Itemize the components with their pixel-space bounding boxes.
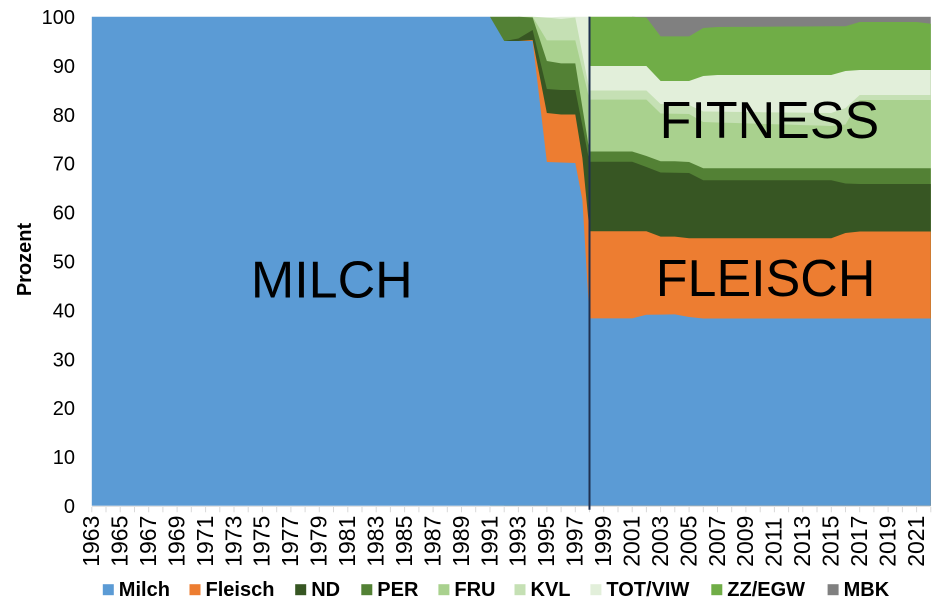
- svg-text:2013: 2013: [789, 516, 815, 567]
- svg-text:60: 60: [53, 203, 75, 225]
- svg-text:1979: 1979: [306, 516, 332, 567]
- svg-text:1969: 1969: [163, 516, 189, 567]
- svg-text:2003: 2003: [647, 516, 673, 567]
- svg-text:1963: 1963: [78, 516, 104, 567]
- svg-text:FRU: FRU: [454, 579, 495, 601]
- svg-text:2001: 2001: [619, 516, 645, 567]
- svg-text:1965: 1965: [107, 516, 133, 567]
- svg-text:1997: 1997: [562, 516, 588, 567]
- svg-text:1971: 1971: [192, 516, 218, 567]
- svg-text:2021: 2021: [903, 516, 929, 567]
- svg-text:TOT/VIW: TOT/VIW: [606, 579, 689, 601]
- svg-text:2011: 2011: [761, 517, 787, 566]
- svg-text:1973: 1973: [220, 516, 246, 567]
- svg-text:50: 50: [53, 252, 75, 274]
- svg-text:2005: 2005: [675, 516, 701, 567]
- svg-text:2007: 2007: [704, 516, 730, 567]
- svg-text:Fleisch: Fleisch: [206, 579, 275, 601]
- svg-text:1987: 1987: [419, 516, 445, 567]
- svg-text:1983: 1983: [363, 516, 389, 567]
- svg-text:1975: 1975: [249, 516, 275, 567]
- svg-text:PER: PER: [377, 579, 419, 601]
- svg-text:1985: 1985: [391, 516, 417, 567]
- svg-text:1991: 1991: [476, 516, 502, 567]
- svg-text:20: 20: [53, 398, 75, 420]
- svg-text:1981: 1981: [334, 516, 360, 567]
- svg-text:40: 40: [53, 300, 75, 322]
- svg-text:FLEISCH: FLEISCH: [656, 250, 876, 308]
- svg-text:ZZ/EGW: ZZ/EGW: [727, 579, 805, 601]
- svg-text:2009: 2009: [732, 516, 758, 567]
- svg-text:90: 90: [53, 56, 75, 78]
- svg-text:Milch: Milch: [119, 579, 170, 601]
- svg-text:0: 0: [64, 496, 75, 518]
- svg-text:70: 70: [53, 154, 75, 176]
- svg-text:MBK: MBK: [844, 579, 890, 601]
- svg-text:2017: 2017: [846, 516, 872, 567]
- svg-text:80: 80: [53, 105, 75, 127]
- svg-text:FITNESS: FITNESS: [660, 92, 880, 150]
- svg-text:1977: 1977: [277, 516, 303, 567]
- svg-text:1999: 1999: [590, 516, 616, 567]
- svg-text:100: 100: [42, 7, 75, 29]
- svg-text:1967: 1967: [135, 516, 161, 567]
- svg-text:Prozent: Prozent: [14, 222, 36, 296]
- svg-text:2015: 2015: [818, 516, 844, 567]
- svg-text:1993: 1993: [505, 516, 531, 567]
- svg-text:1995: 1995: [533, 516, 559, 567]
- svg-text:1989: 1989: [448, 516, 474, 567]
- svg-text:2019: 2019: [874, 516, 900, 567]
- svg-text:KVL: KVL: [531, 579, 571, 601]
- svg-text:MILCH: MILCH: [251, 252, 413, 310]
- svg-text:30: 30: [53, 349, 75, 371]
- svg-text:ND: ND: [311, 579, 340, 601]
- svg-text:10: 10: [53, 447, 75, 469]
